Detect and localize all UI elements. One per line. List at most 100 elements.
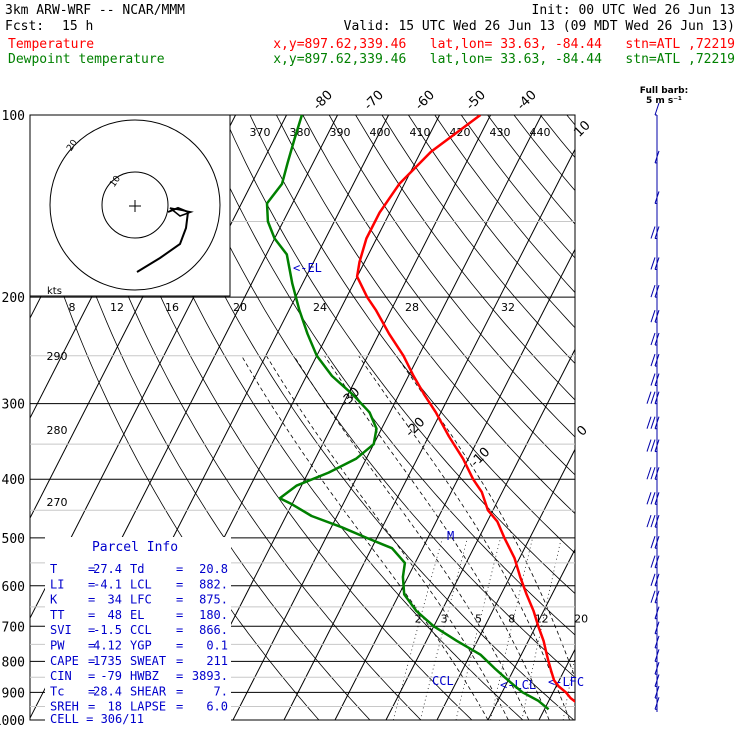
barb-flag (654, 590, 660, 603)
barb-flag (654, 573, 660, 586)
parcel-key-right: EL (130, 608, 144, 622)
parcel-key-left: K (50, 593, 58, 607)
barb-title-2: 5 m s⁻¹ (646, 96, 682, 106)
hodograph-units-label: kts (47, 286, 62, 297)
parcel-value-left: 28.4 (93, 684, 122, 698)
barb-flag (654, 492, 660, 505)
ccl-label: CCL (432, 674, 454, 688)
wind-barb (654, 685, 660, 699)
barb-flag (654, 662, 660, 675)
barb-flag (654, 226, 660, 239)
mixing-ratio-label: 8 (508, 612, 515, 625)
isotherm (641, 115, 740, 720)
parcel-eq-right: = (176, 593, 183, 607)
isotherm (30, 115, 287, 620)
hodograph-scale-label: 12 (110, 301, 124, 314)
moist-adiabat (241, 355, 489, 720)
barb-flag (650, 514, 656, 528)
parcel-eq-left: = (88, 669, 95, 683)
mixing-ratio-label: 5 (475, 612, 482, 625)
theta-e-label: 400 (370, 126, 391, 139)
isotherm (232, 115, 542, 720)
parcel-eq-left: = (88, 684, 95, 698)
moist-adiabat (324, 355, 550, 720)
hodograph-scale-label: 8 (69, 301, 76, 314)
parcel-value-right: 0.1 (206, 639, 228, 653)
legend-dewpoint-label: Dewpoint temperature (8, 52, 165, 67)
wind-barb (650, 310, 660, 323)
dewpoint-profile (265, 115, 550, 711)
parcel-value-left: 1735 (93, 654, 122, 668)
parcel-eq-right: = (176, 654, 183, 668)
barb-flag (650, 590, 656, 603)
isotherm-label: -80 (310, 88, 336, 114)
parcel-value-left: -79 (100, 669, 122, 683)
wind-barb (646, 439, 660, 453)
hodograph-ring-inner (101, 171, 169, 239)
barb-flag (646, 439, 652, 452)
wind-barb (650, 373, 660, 387)
parcel-key-right: LCL (130, 577, 152, 591)
temperature-profile (355, 115, 575, 704)
hodograph-scale-label: 20 (233, 301, 247, 314)
isotherm-label: -70 (361, 88, 387, 114)
parcel-key-right: SWEAT (130, 654, 166, 668)
pressure-label-600: 600 (2, 580, 25, 595)
parcel-value-left: 34 (108, 593, 122, 607)
parcel-eq-right: = (176, 639, 183, 653)
isotherm (385, 348, 575, 720)
parcel-value-right: 6.0 (206, 700, 228, 714)
parcel-value-left: 18 (108, 700, 122, 714)
barb-flag (650, 257, 656, 270)
pressure-label-400: 400 (2, 473, 25, 488)
parcel-key-left: SVI (50, 623, 72, 637)
barb-flag (654, 697, 660, 710)
wind-barb (650, 226, 660, 239)
barb-flag (654, 353, 660, 367)
parcel-eq-left: = (88, 700, 95, 714)
dry-adiabat (540, 115, 575, 159)
barb-flag (646, 416, 652, 429)
hodograph: 20 10 kts (29, 114, 231, 297)
parcel-eq-right: = (176, 562, 183, 576)
barb-flag (650, 332, 656, 346)
barb-flag (650, 467, 656, 480)
dry-adiabat (381, 115, 575, 365)
parcel-key-left: SREH (50, 700, 79, 714)
dry-adiabat (513, 115, 575, 192)
dry-adiabat (302, 115, 575, 476)
wind-barbs (646, 102, 660, 712)
parcel-eq-left: = (88, 577, 95, 591)
wind-barb (646, 492, 660, 505)
barb-flag (654, 310, 660, 323)
parcel-key-left: TT (50, 608, 64, 622)
pressure-label-300: 300 (2, 398, 25, 413)
theta-e-label: 440 (530, 126, 551, 139)
parcel-key-left: T (50, 562, 57, 576)
mixing-ratio-label: 20 (574, 612, 588, 625)
barb-flag (646, 492, 652, 505)
parcel-eq-right: = (176, 577, 183, 591)
barb-flag (650, 284, 656, 298)
theta-label: 290 (47, 350, 68, 363)
wind-barb (646, 467, 660, 480)
barb-flag (646, 467, 652, 480)
dry-adiabat (355, 115, 575, 401)
barb-flag (654, 373, 660, 386)
barb-flag (654, 284, 660, 298)
forecast-label: Fcst: (5, 19, 44, 34)
wind-barb (654, 649, 660, 662)
parcel-eq-right: = (176, 608, 183, 622)
wind-barb (646, 416, 660, 430)
parcel-key-left: LI (50, 577, 64, 591)
parcel-value-right: 211 (206, 654, 228, 668)
theta-e-label: 420 (450, 126, 471, 139)
dry-adiabat (434, 115, 575, 294)
parcel-value-left: -4.1 (93, 577, 122, 591)
theta-e-label: 380 (290, 126, 311, 139)
dry-adiabat (460, 115, 575, 259)
barb-flag (650, 416, 656, 429)
barb-flag (650, 492, 656, 505)
parcel-key-left: PW (50, 639, 65, 653)
